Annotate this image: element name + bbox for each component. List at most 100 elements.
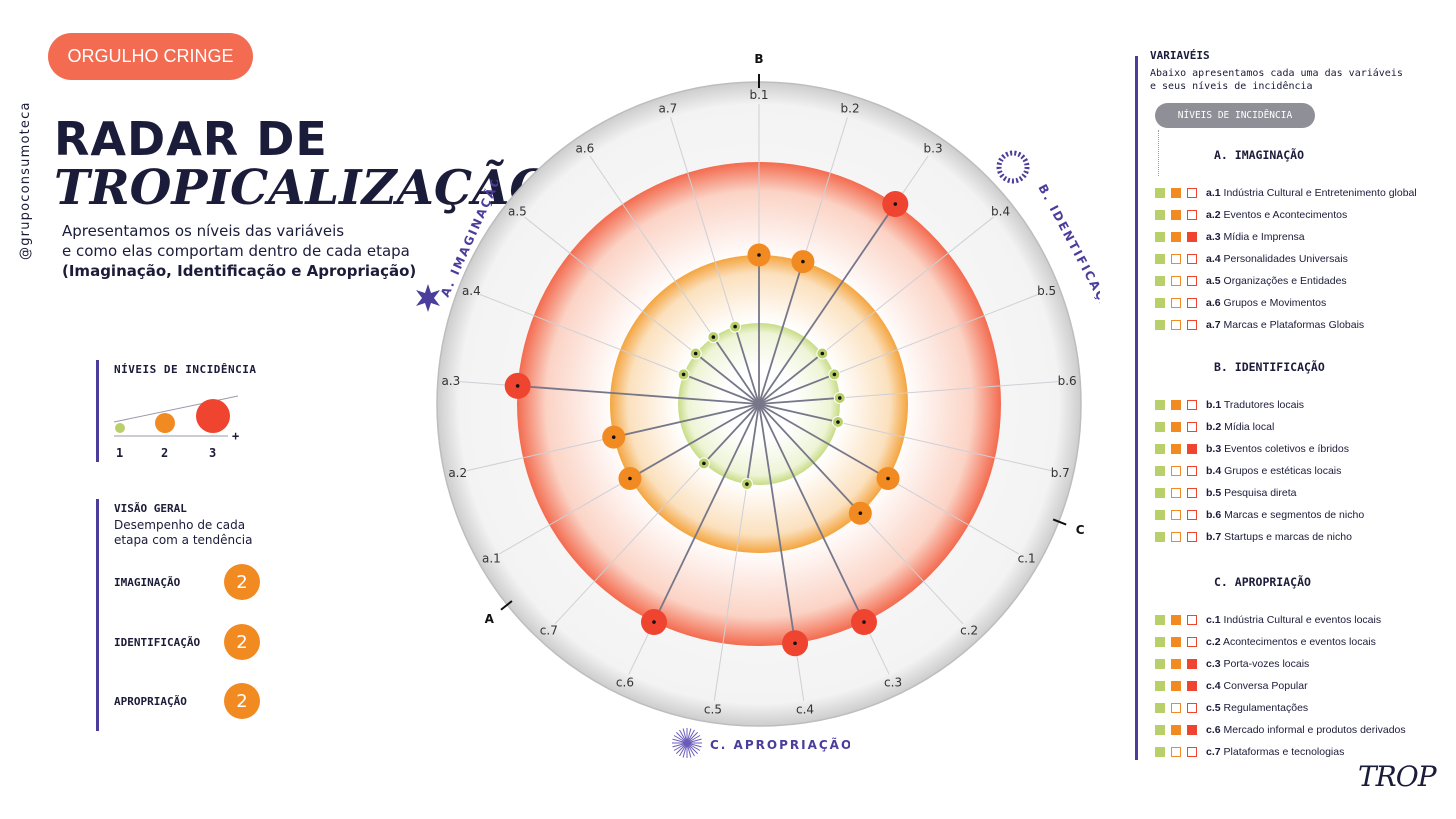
variable-label: c.1 Indústria Cultural e eventos locais	[1206, 614, 1381, 626]
data-point-c.1	[876, 467, 900, 490]
variables-bar	[1135, 56, 1138, 760]
legend-dot-level1	[115, 423, 125, 433]
value-line-b.3	[758, 203, 897, 405]
value-line-a.2	[613, 403, 760, 439]
level-square-1	[1155, 488, 1165, 498]
variable-label: b.5 Pesquisa direta	[1206, 487, 1296, 499]
axis-label-a.1: a.1	[482, 552, 501, 566]
burst-icon-a	[416, 284, 440, 312]
data-point-b.4	[816, 347, 829, 360]
value-line-a.4	[683, 373, 760, 405]
axis-label-a.7: a.7	[659, 102, 678, 116]
stage-letter-C: C	[1076, 523, 1085, 537]
level-square-1	[1155, 232, 1165, 242]
value-line-c.2	[758, 403, 862, 514]
variable-label: a.5 Organizações e Entidades	[1206, 275, 1347, 287]
level-square-2	[1171, 298, 1181, 308]
variable-code: a.5	[1206, 275, 1221, 287]
variable-label: c.3 Porta-vozes locais	[1206, 658, 1309, 670]
variable-label: b.4 Grupos e estéticas locais	[1206, 465, 1341, 477]
overview-badge-identificacao: 2	[224, 624, 260, 660]
level-square-1	[1155, 747, 1165, 757]
starburst-icon-c	[672, 728, 702, 758]
axis-label-a.3: a.3	[441, 374, 460, 388]
variable-label: a.7 Marcas e Plataformas Globais	[1206, 319, 1364, 331]
level-square-3	[1187, 210, 1197, 220]
stage-tick-C	[1052, 518, 1067, 526]
variable-name: Marcas e Plataformas Globais	[1220, 319, 1365, 331]
axis-label-b.6: b.6	[1058, 374, 1077, 388]
level-square-3	[1187, 400, 1197, 410]
stage-c-label-group: C. APROPRIAÇÃO	[672, 728, 850, 758]
level-square-2	[1171, 615, 1181, 625]
variable-row-b.7: b.7 Startups e marcas de nicho	[1155, 530, 1352, 544]
variable-name: Eventos e Acontecimentos	[1220, 209, 1348, 221]
axis-label-c.5: c.5	[704, 703, 722, 717]
level-square-3	[1187, 532, 1197, 542]
stage-b-label-group: B. IDENTIFICAÇÃO	[996, 150, 1100, 320]
variables-subtitle: Abaixo apresentamos cada uma das variáve…	[1150, 68, 1403, 92]
level-square-1	[1155, 188, 1165, 198]
value-line-a.5	[695, 352, 760, 405]
level-square-2	[1171, 400, 1181, 410]
overview-label-apropriacao: APROPRIAÇÃO	[114, 695, 187, 708]
level-square-3	[1187, 466, 1197, 476]
level-square-1	[1155, 532, 1165, 542]
value-line-b.7	[758, 403, 839, 423]
variable-name: Startups e marcas de nicho	[1221, 531, 1352, 543]
level-square-2	[1171, 466, 1181, 476]
value-line-a.7	[734, 326, 760, 405]
variable-row-c.1: c.1 Indústria Cultural e eventos locais	[1155, 613, 1381, 627]
variable-code: c.4	[1206, 680, 1221, 692]
stage-letter-B: B	[754, 52, 763, 66]
data-point-a.2	[602, 425, 626, 449]
variable-code: c.5	[1206, 702, 1221, 714]
data-point-b.2	[791, 250, 815, 274]
variable-row-a.3: a.3 Mídia e Imprensa	[1155, 230, 1305, 244]
variable-name: Marcas e segmentos de nicho	[1221, 509, 1365, 521]
variable-code: b.3	[1206, 443, 1222, 455]
variable-code: b.7	[1206, 531, 1222, 543]
pill-connector	[1158, 130, 1159, 176]
value-line-a.6	[712, 336, 760, 405]
level-square-1	[1155, 681, 1165, 691]
variable-name: Conversa Popular	[1220, 680, 1308, 692]
variable-row-c.3: c.3 Porta-vozes locais	[1155, 657, 1309, 671]
level-square-2	[1171, 188, 1181, 198]
overview-badge-imaginacao: 2	[224, 564, 260, 600]
variable-row-b.1: b.1 Tradutores locais	[1155, 398, 1304, 412]
level-square-2	[1171, 659, 1181, 669]
value-line-b.4	[758, 352, 823, 405]
level-square-2	[1171, 488, 1181, 498]
data-point-a.6	[707, 331, 720, 344]
level-square-3	[1187, 510, 1197, 520]
axis-label-c.7: c.7	[540, 624, 558, 638]
data-point-b.1	[747, 243, 771, 267]
axis-label-b.4: b.4	[991, 204, 1010, 218]
value-line-b.5	[758, 373, 835, 405]
variables-group-title: B. IDENTIFICAÇÃO	[1214, 360, 1325, 374]
levels-legend-title: NÍVEIS DE INCIDÊNCIA	[114, 363, 257, 376]
variable-row-c.4: c.4 Conversa Popular	[1155, 679, 1308, 693]
axis-label-a.4: a.4	[462, 284, 481, 298]
levels-legend-graphic	[113, 395, 239, 437]
variable-code: c.7	[1206, 746, 1221, 758]
level-square-2	[1171, 254, 1181, 264]
level-square-3	[1187, 615, 1197, 625]
level-square-1	[1155, 615, 1165, 625]
variable-label: a.2 Eventos e Acontecimentos	[1206, 209, 1347, 221]
level-square-1	[1155, 725, 1165, 735]
level-square-3	[1187, 232, 1197, 242]
variable-code: b.4	[1206, 465, 1222, 477]
axis-label-c.6: c.6	[616, 675, 634, 689]
variable-label: c.4 Conversa Popular	[1206, 680, 1308, 692]
variable-code: a.1	[1206, 187, 1221, 199]
variable-label: b.2 Mídia local	[1206, 421, 1274, 433]
legend-dot-level3	[196, 399, 230, 433]
overview-title: VISÃO GERAL	[114, 502, 187, 515]
level-square-2	[1171, 444, 1181, 454]
data-point-c.3	[850, 609, 877, 636]
level-square-1	[1155, 703, 1165, 713]
variable-name: Porta-vozes locais	[1220, 658, 1310, 670]
variable-name: Plataformas e tecnologias	[1220, 746, 1345, 758]
